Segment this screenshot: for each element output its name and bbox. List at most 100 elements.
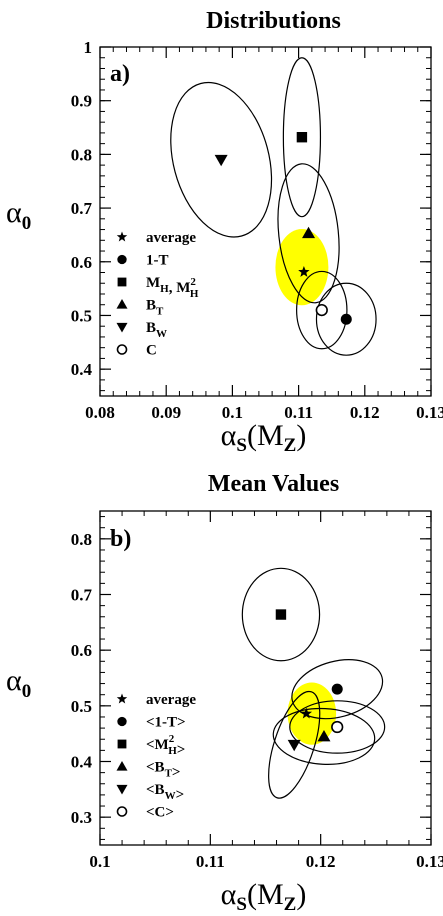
plot-frame bbox=[99, 510, 432, 846]
data-point-2 bbox=[296, 132, 308, 143]
legend-label-2: MH, M2 H bbox=[146, 275, 199, 300]
legend-text-end: > bbox=[177, 742, 186, 758]
y-tick-label: 0.5 bbox=[71, 306, 92, 325]
x-axis-label-sub: S bbox=[236, 894, 247, 915]
legend-text-sub: H bbox=[168, 745, 177, 757]
legend-marker-5 bbox=[116, 806, 128, 817]
y-axis-label-sub: 0 bbox=[22, 213, 32, 234]
x-axis-label-sub: S bbox=[236, 435, 247, 456]
legend-marker-2 bbox=[117, 739, 127, 749]
legend-label-0: average bbox=[146, 692, 196, 708]
legend-label-5: C bbox=[146, 343, 157, 359]
error-ellipse-4 bbox=[268, 690, 321, 799]
y-tick-label: 0.5 bbox=[71, 697, 92, 716]
y-tick-label: 0.8 bbox=[71, 530, 92, 549]
y-tick-label: 0.6 bbox=[71, 641, 92, 660]
legend-text-main: <B bbox=[146, 760, 165, 776]
data-point-2 bbox=[275, 609, 287, 620]
y-tick-label: 0.7 bbox=[71, 199, 93, 218]
legend-label-2: <M2 H> bbox=[146, 733, 185, 758]
legend-text-main: <B bbox=[146, 782, 165, 798]
legend-text-sub: T bbox=[165, 768, 173, 780]
y-tick-label: 0.8 bbox=[71, 145, 92, 164]
y-tick-label: 0.6 bbox=[71, 253, 92, 272]
legend-marker-0 bbox=[116, 693, 128, 704]
error-ellipse-4 bbox=[170, 81, 273, 238]
panel-label: a) bbox=[110, 61, 130, 87]
legend-text-sub: T bbox=[156, 306, 164, 318]
error-ellipse-1 bbox=[315, 282, 377, 356]
y-axis-label: α0 bbox=[6, 196, 31, 234]
legend-label-4: BW bbox=[146, 320, 167, 340]
average-region bbox=[275, 229, 329, 306]
legend-label-3: BT bbox=[146, 298, 164, 318]
y-tick-label: 0.7 bbox=[71, 586, 93, 605]
x-tick-label: 0.1 bbox=[222, 403, 243, 422]
y-axis-label-main: α bbox=[6, 196, 22, 229]
legend-text-end: > bbox=[176, 787, 185, 803]
x-axis-label-close: ) bbox=[296, 878, 306, 911]
legend-text-main: <C> bbox=[146, 805, 174, 821]
legend-marker-4 bbox=[116, 322, 128, 333]
legend-marker-3 bbox=[116, 299, 128, 309]
legend-text-sub: H bbox=[160, 283, 169, 295]
x-axis-label: αS(MZ) bbox=[221, 419, 307, 456]
data-point-4 bbox=[214, 154, 228, 167]
y-tick-label: 0.3 bbox=[71, 808, 92, 827]
legend-marker-1 bbox=[117, 254, 127, 265]
legend-text-sub: W bbox=[156, 328, 167, 340]
legend-text-sup: 2 bbox=[169, 733, 175, 745]
x-tick-label: 0.11 bbox=[284, 403, 313, 422]
legend-text-main: B bbox=[146, 298, 156, 314]
error-ellipse-2 bbox=[241, 567, 321, 662]
legend-marker-4 bbox=[116, 784, 128, 795]
data-point-3 bbox=[317, 729, 331, 742]
plot-area bbox=[241, 567, 386, 799]
x-axis-label-close: ) bbox=[296, 419, 306, 452]
error-ellipse-3 bbox=[272, 707, 376, 765]
y-tick-label: 0.9 bbox=[71, 92, 92, 111]
legend-label-3: <BT> bbox=[146, 760, 180, 781]
x-tick-label: 0.08 bbox=[85, 403, 115, 422]
legend-text-main: average bbox=[146, 692, 196, 708]
legend-marker-0 bbox=[116, 231, 128, 242]
legend-text-main: 1-T bbox=[146, 253, 169, 269]
y-tick-label: 1 bbox=[84, 38, 93, 57]
legend-label-0: average bbox=[146, 230, 196, 246]
x-tick-label: 0.13 bbox=[416, 852, 443, 871]
legend-text-main: average bbox=[146, 230, 196, 246]
chart-panel-2: Mean Values 0.1 0.11 0.12 0.13 0.3 0.4 0.5 0.6 0.… bbox=[6, 471, 443, 915]
plot-area bbox=[170, 57, 377, 356]
legend-text-end: > bbox=[172, 765, 181, 781]
data-point-0 bbox=[300, 707, 313, 719]
legend: average<1-T><M2 H><BT><BW><C> bbox=[116, 692, 196, 821]
average-region bbox=[287, 682, 337, 745]
y-axis-label-main: α bbox=[6, 664, 22, 697]
x-tick-label: 0.13 bbox=[416, 403, 443, 422]
legend-text-main: M bbox=[146, 275, 160, 291]
data-point-3 bbox=[302, 226, 316, 239]
legend-label-5: <C> bbox=[146, 805, 174, 821]
chart-title: Mean Values bbox=[208, 471, 339, 497]
x-axis-label-main: α bbox=[221, 878, 237, 911]
legend-text-main: C bbox=[146, 343, 157, 359]
x-axis-label-suffix: (M bbox=[247, 878, 284, 911]
error-ellipse-3 bbox=[277, 163, 340, 304]
y-tick-label: 0.4 bbox=[71, 360, 93, 379]
plot-frame bbox=[99, 46, 432, 397]
y-axis-label: α0 bbox=[6, 664, 31, 702]
legend-label-1: <1-T> bbox=[146, 715, 186, 731]
x-axis-label-suffix-sub: Z bbox=[284, 894, 297, 915]
legend-text-sub: W bbox=[165, 790, 176, 802]
data-point-5 bbox=[331, 720, 344, 734]
legend-text-main: <M bbox=[146, 737, 169, 753]
legend-text-main: B bbox=[146, 320, 156, 336]
x-tick-label: 0.1 bbox=[89, 852, 110, 871]
x-axis-label-suffix-sub: Z bbox=[284, 435, 297, 456]
legend-label-4: <BW> bbox=[146, 782, 184, 803]
error-ellipse-1 bbox=[291, 659, 384, 720]
x-tick-label: 0.12 bbox=[350, 403, 380, 422]
legend-label-1: 1-T bbox=[146, 253, 169, 269]
